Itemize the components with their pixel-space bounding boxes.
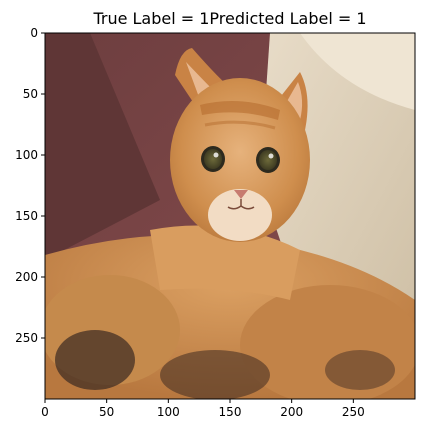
x-tick-label: 50 <box>99 405 114 419</box>
x-tick-label: 250 <box>342 405 365 419</box>
y-tick-label: 250 <box>15 331 38 345</box>
y-tick-label: 150 <box>15 209 38 223</box>
y-tick-label: 50 <box>23 87 38 101</box>
y-axis: 0 50 100 150 200 250 <box>15 26 45 345</box>
y-tick-label: 100 <box>15 148 38 162</box>
x-axis: 0 50 100 150 200 250 <box>41 399 365 419</box>
x-tick-label: 200 <box>280 405 303 419</box>
y-tick-label: 0 <box>30 26 38 40</box>
x-tick-label: 150 <box>219 405 242 419</box>
x-tick-label: 0 <box>41 405 49 419</box>
x-tick-label: 100 <box>157 405 180 419</box>
y-tick-label: 200 <box>15 270 38 284</box>
chart-title: True Label = 1Predicted Label = 1 <box>92 9 366 28</box>
cat-image <box>45 33 415 399</box>
